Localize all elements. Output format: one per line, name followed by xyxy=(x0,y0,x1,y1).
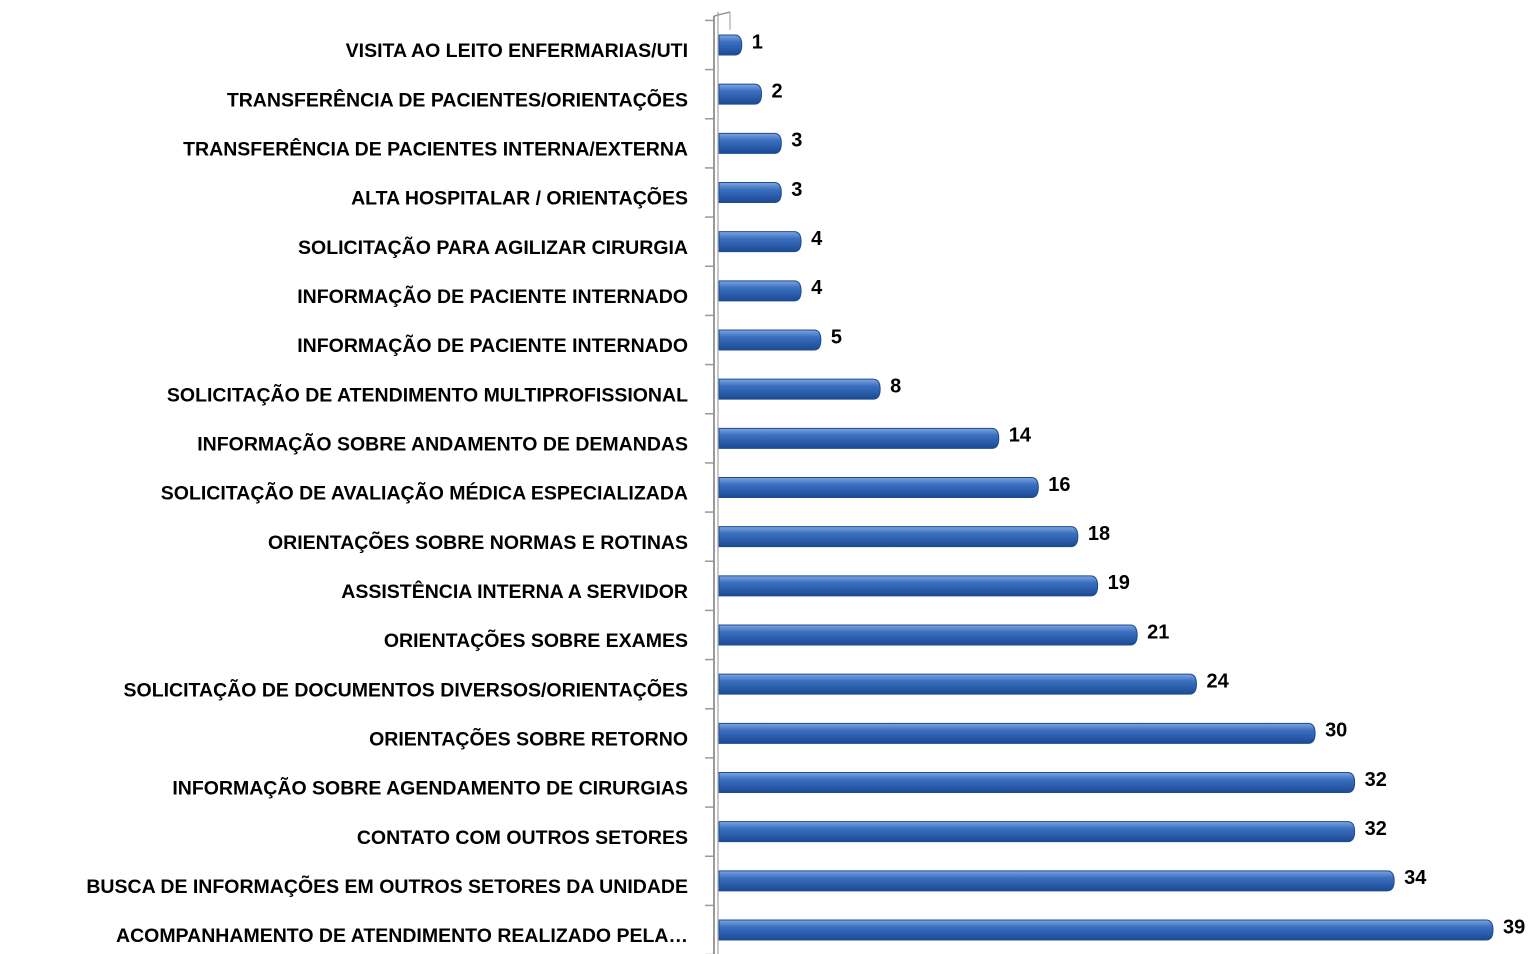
value-label: 32 xyxy=(1365,818,1387,840)
bar xyxy=(718,772,1356,793)
category-label: CONTATO COM OUTROS SETORES xyxy=(357,827,688,849)
bar xyxy=(718,673,1197,695)
value-label: 4 xyxy=(811,277,823,299)
category-label: SOLICITAÇÃO PARA AGILIZAR CIRURGIA xyxy=(298,236,688,259)
bar xyxy=(718,280,802,302)
value-label: 2 xyxy=(772,80,783,102)
value-label: 18 xyxy=(1088,523,1110,545)
category-label: SOLICITAÇÃO DE DOCUMENTOS DIVERSOS/ORIEN… xyxy=(124,677,688,701)
value-label: 8 xyxy=(890,375,901,397)
category-label: SOLICITAÇÃO DE AVALIAÇÃO MÉDICA ESPECIAL… xyxy=(161,482,688,505)
value-label: 19 xyxy=(1108,572,1130,594)
value-label: 34 xyxy=(1404,867,1427,889)
bar xyxy=(718,575,1099,597)
value-label: 1 xyxy=(752,31,763,53)
bar xyxy=(718,821,1356,843)
bar xyxy=(718,329,822,351)
value-label: 4 xyxy=(811,228,823,250)
bar xyxy=(718,870,1395,892)
category-label: VISITA AO LEITO ENFERMARIAS/UTI xyxy=(346,40,688,62)
value-label: 21 xyxy=(1147,621,1169,643)
bar xyxy=(718,182,782,203)
bar xyxy=(718,132,782,154)
category-label: SOLICITAÇÃO DE ATENDIMENTO MULTIPROFISSI… xyxy=(167,383,688,406)
category-label: ASSISTÊNCIA INTERNA A SERVIDOR xyxy=(341,579,688,603)
bar xyxy=(718,427,1000,449)
bar xyxy=(718,624,1138,646)
category-label: BUSCA DE INFORMAÇÕES EM OUTROS SETORES D… xyxy=(86,874,688,898)
category-label: ACOMPANHAMENTO DE ATENDIMENTO REALIZADO … xyxy=(116,925,688,947)
bar xyxy=(718,477,1039,498)
value-label: 5 xyxy=(831,326,842,348)
bar xyxy=(718,231,802,253)
category-label: INFORMAÇÃO DE PACIENTE INTERNADO xyxy=(297,334,688,357)
category-label: ORIENTAÇÕES SOBRE EXAMES xyxy=(384,628,688,652)
category-label: ORIENTAÇÕES SOBRE NORMAS E ROTINAS xyxy=(268,530,688,554)
value-label: 24 xyxy=(1206,670,1229,692)
value-label: 16 xyxy=(1048,474,1070,496)
category-label: TRANSFERÊNCIA DE PACIENTES INTERNA/EXTER… xyxy=(183,136,688,160)
category-label: INFORMAÇÃO DE PACIENTE INTERNADO xyxy=(297,285,688,308)
value-label: 3 xyxy=(791,179,802,201)
bar xyxy=(718,34,743,56)
category-label: INFORMAÇÃO SOBRE AGENDAMENTO DE CIRURGIA… xyxy=(172,777,688,800)
value-label: 14 xyxy=(1009,425,1032,447)
category-label: TRANSFERÊNCIA DE PACIENTES/ORIENTAÇÕES xyxy=(227,87,688,111)
category-label: INFORMAÇÃO SOBRE ANDAMENTO DE DEMANDAS xyxy=(197,432,688,455)
bar xyxy=(718,378,881,400)
bar xyxy=(718,83,763,105)
category-label: ORIENTAÇÕES SOBRE RETORNO xyxy=(369,726,688,750)
value-label: 3 xyxy=(791,130,802,152)
value-label: 32 xyxy=(1365,769,1387,791)
value-label: 30 xyxy=(1325,720,1347,742)
category-label: ALTA HOSPITALAR / ORIENTAÇÕES xyxy=(351,186,688,210)
bar xyxy=(718,526,1079,548)
bar xyxy=(718,722,1316,744)
axis-wall xyxy=(713,11,731,954)
bar xyxy=(718,919,1494,941)
value-label: 39 xyxy=(1503,916,1525,938)
